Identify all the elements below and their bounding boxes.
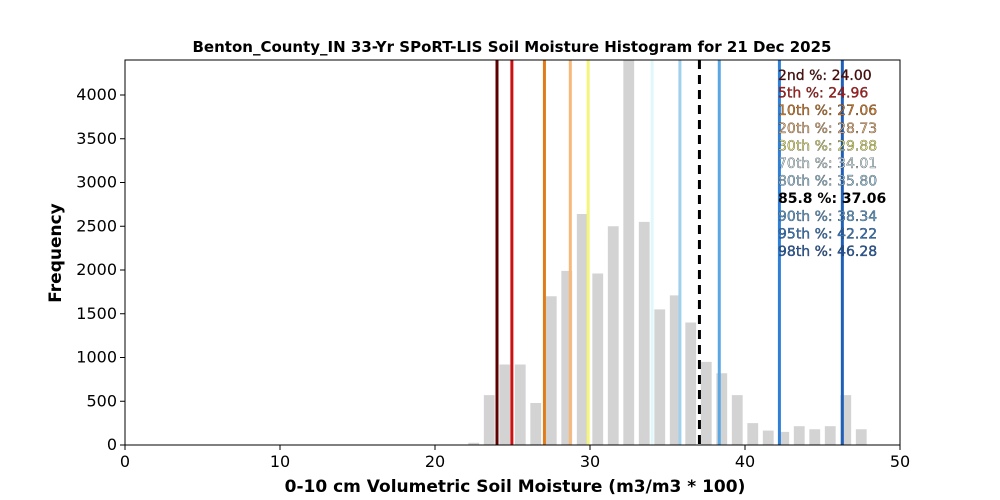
y-tick-label-7: 3500 — [76, 129, 117, 148]
percentile-label-3: 20th %: 28.73 — [778, 121, 877, 137]
x-tick-label-4: 40 — [735, 452, 755, 471]
histogram-bar-8 — [592, 273, 604, 445]
histogram-bar-23 — [824, 426, 836, 445]
histogram-bar-2 — [499, 364, 511, 445]
percentile-label-1: 5th %: 24.96 — [778, 86, 868, 102]
histogram-bar-1 — [483, 395, 495, 445]
y-tick-label-6: 3000 — [76, 173, 117, 192]
x-tick-label-3: 30 — [580, 452, 600, 471]
histogram-bar-7 — [576, 214, 588, 445]
histogram-bar-16 — [716, 373, 728, 445]
percentile-label-2: 10th %: 27.06 — [778, 103, 877, 119]
histogram-bar-20 — [778, 431, 790, 445]
chart-title: Benton_County_IN 33-Yr SPoRT-LIS Soil Mo… — [193, 38, 832, 56]
percentile-label-7: 85.8 %: 37.06 — [778, 191, 886, 207]
histogram-bar-9 — [607, 226, 619, 445]
histogram-bar-4 — [530, 403, 542, 445]
histogram-bar-24 — [840, 395, 852, 445]
histogram-bar-21 — [793, 426, 805, 445]
y-tick-label-0: 0 — [107, 435, 117, 454]
x-tick-label-1: 10 — [270, 452, 290, 471]
y-tick-label-3: 1500 — [76, 304, 117, 323]
histogram-bar-17 — [731, 395, 743, 445]
percentile-label-6: 80th %: 35.80 — [778, 174, 877, 190]
histogram-bar-15 — [700, 361, 712, 445]
percentile-label-10: 98th %: 46.28 — [778, 244, 877, 260]
y-tick-label-2: 1000 — [76, 348, 117, 367]
histogram-bar-10 — [623, 60, 635, 445]
histogram-bar-22 — [809, 429, 821, 445]
histogram-bar-14 — [685, 322, 697, 445]
histogram-bar-12 — [654, 309, 666, 445]
percentile-label-9: 95th %: 42.22 — [778, 226, 877, 242]
histogram-bar-13 — [669, 295, 681, 445]
x-tick-label-0: 0 — [120, 452, 130, 471]
x-tick-label-2: 20 — [425, 452, 445, 471]
histogram-bar-19 — [762, 430, 774, 445]
histogram-bar-5 — [545, 296, 557, 445]
y-tick-label-8: 4000 — [76, 85, 117, 104]
plot-area: 0 10 20 30 40 5005001000150020002500300035004… — [76, 59, 910, 471]
percentile-label-5: 70th %: 34.01 — [778, 156, 877, 172]
x-axis-label: 0-10 cm Volumetric Soil Moisture (m3/m3 … — [285, 477, 746, 497]
histogram-bar-18 — [747, 423, 759, 445]
histogram-bar-3 — [514, 364, 526, 445]
y-tick-label-5: 2500 — [76, 216, 117, 235]
histogram-bar-0 — [468, 442, 480, 445]
histogram-bar-11 — [638, 221, 650, 445]
plot-frame — [124, 59, 901, 446]
y-axis-label: Frequency — [46, 203, 66, 303]
percentile-label-4: 30th %: 29.88 — [778, 138, 877, 154]
histogram-bar-25 — [855, 429, 867, 445]
percentile-label-8: 90th %: 38.34 — [778, 209, 877, 225]
y-tick-label-1: 500 — [86, 391, 117, 410]
x-tick-label-5: 50 — [890, 452, 910, 471]
histogram-bar-6 — [561, 270, 573, 445]
percentile-label-0: 2nd %: 24.00 — [778, 68, 872, 84]
y-tick-label-4: 2000 — [76, 260, 117, 279]
